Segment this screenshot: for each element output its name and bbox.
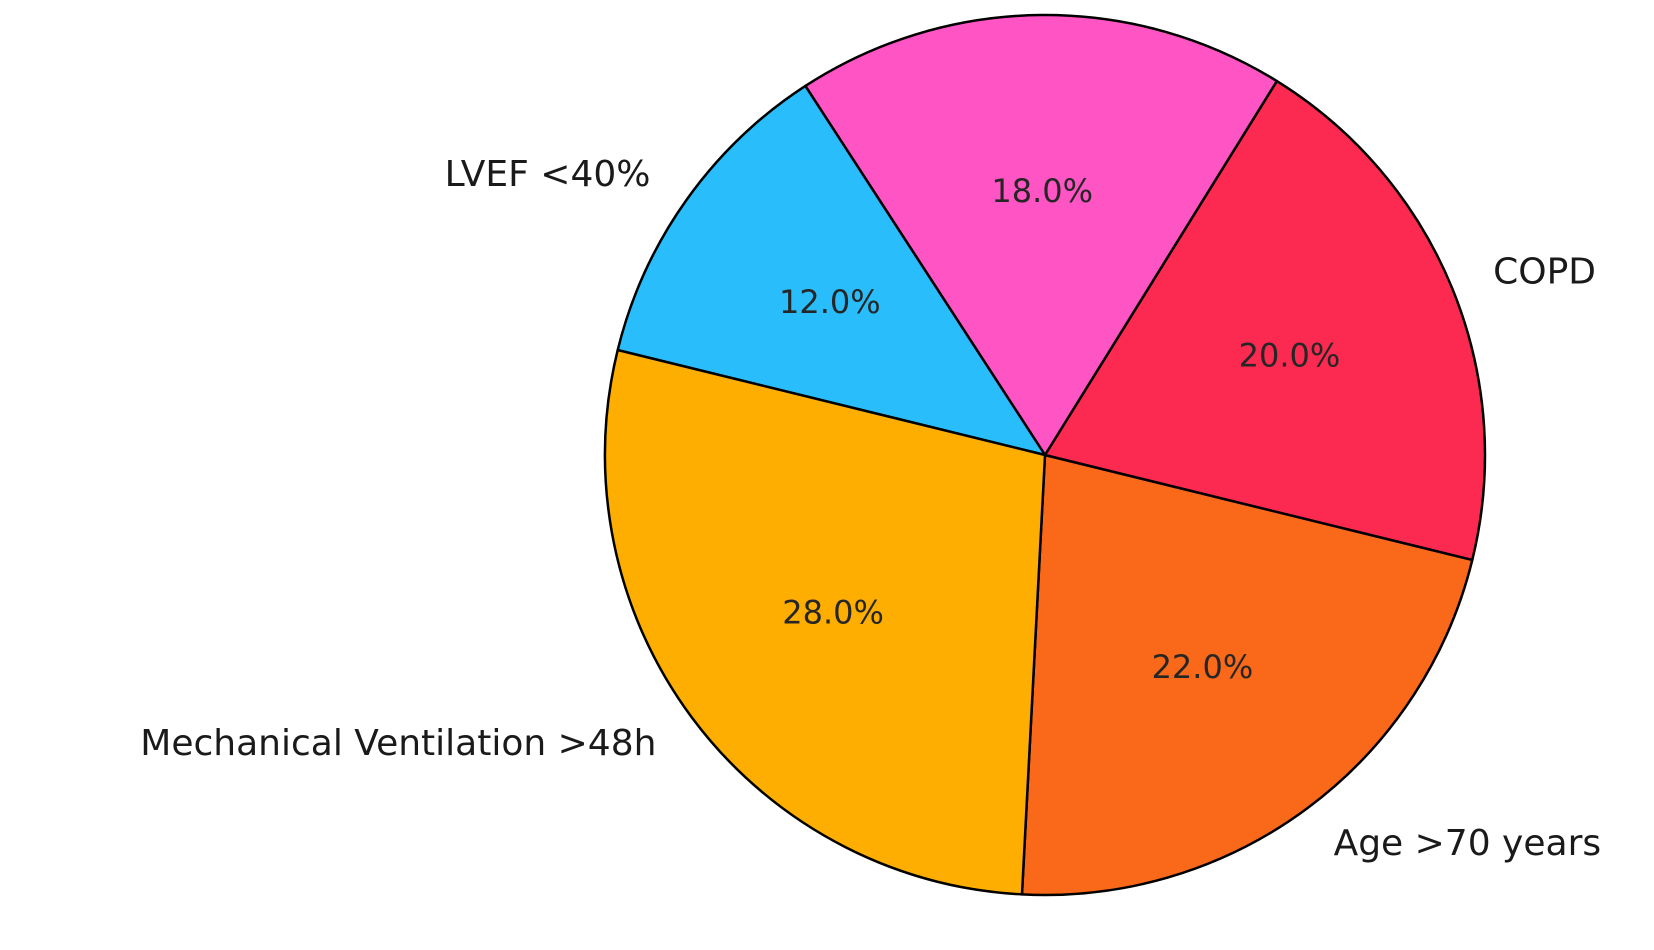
pie-pct-label-mechanical-ventilation-48h: 28.0% [782, 593, 884, 631]
pie-category-label-lvef-40: LVEF <40% [445, 154, 651, 195]
pie-slice-mechanical-ventilation-48h [603, 348, 1047, 896]
pie-category-label-mechanical-ventilation-48h: Mechanical Ventilation >48h [140, 723, 656, 764]
slices-layer [603, 13, 1487, 897]
pie-pct-label-cpb-time-120-min: 18.0% [991, 172, 1093, 210]
pie-slice-lvef-40 [616, 84, 1047, 457]
pie-pct-label-age-70-years: 22.0% [1152, 648, 1254, 686]
pie-slice-cpb-time-120-min [804, 13, 1279, 457]
pie-slice-age-70-years [1020, 453, 1474, 897]
pie-category-label-age-70-years: Age >70 years [1334, 823, 1602, 864]
pie-pct-label-copd: 20.0% [1239, 336, 1341, 374]
pie-pct-label-lvef-40: 12.0% [779, 283, 881, 321]
pie-category-label-copd: COPD [1493, 252, 1596, 293]
pie-slice-copd [1043, 79, 1487, 562]
